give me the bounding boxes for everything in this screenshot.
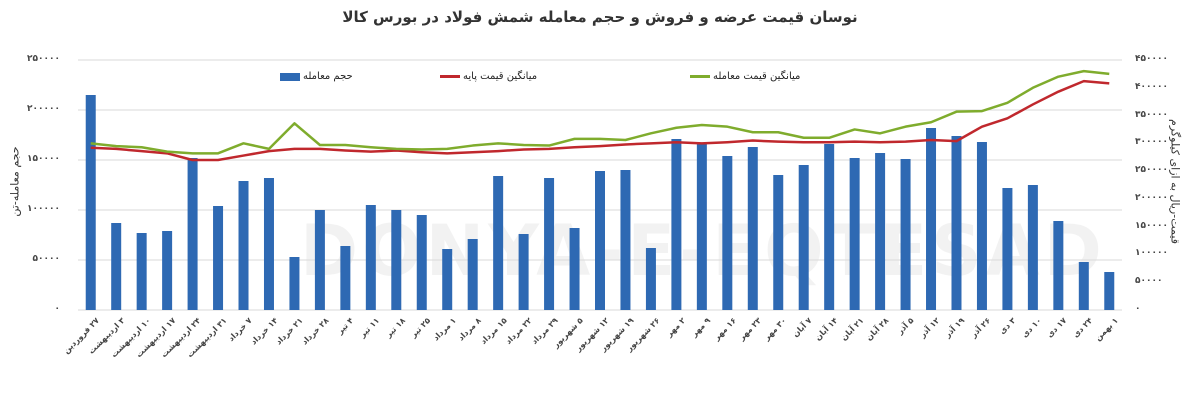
bar: [1027, 185, 1038, 310]
bar: [747, 147, 758, 310]
line-series: [90, 69, 1110, 155]
bar: [798, 165, 809, 310]
y-tick-left: ۰: [54, 304, 61, 314]
legend-bar-swatch: [280, 72, 300, 81]
bar: [569, 228, 580, 310]
chart-title: نوسان قیمت عرضه و فروش و حجم معامله شمش …: [342, 8, 858, 26]
y-tick-right: ۵۰۰۰۰: [1135, 276, 1163, 287]
bar: [111, 223, 122, 310]
bar: [1078, 262, 1089, 310]
legend-green-swatch: [690, 75, 710, 78]
bar: [951, 136, 962, 310]
line-series: [90, 79, 1110, 162]
bar: [391, 210, 402, 310]
bar: [289, 257, 300, 310]
bar: [213, 206, 224, 310]
bar: [620, 170, 631, 310]
bar: [1104, 272, 1115, 310]
bar: [875, 153, 886, 310]
y-tick-right: ۴۰۰۰۰۰: [1135, 81, 1168, 92]
legend-base-price: میانگین قیمت پایه: [440, 71, 537, 82]
bar: [849, 158, 860, 310]
bar: [263, 178, 274, 310]
y-tick-right: ۰: [1135, 304, 1141, 314]
bar: [340, 246, 351, 310]
bar: [722, 156, 733, 310]
bar: [238, 181, 249, 310]
legend-volume: حجم معامله: [280, 71, 353, 82]
y-tick-right: ۱۰۰۰۰۰: [1135, 248, 1168, 259]
bar: [187, 158, 198, 310]
bar: [85, 95, 96, 310]
y-tick-right: ۳۵۰۰۰۰: [1135, 109, 1168, 120]
legend-red-swatch: [440, 75, 460, 78]
bar: [696, 143, 707, 310]
bar: [442, 249, 453, 310]
bar: [773, 175, 784, 310]
y-tick-left: ۱۵۰۰۰۰: [27, 154, 60, 164]
bar: [671, 139, 682, 310]
bar: [595, 171, 605, 310]
y-tick-left: ۱۰۰۰۰۰: [27, 204, 60, 214]
bar: [926, 128, 937, 310]
bar: [900, 159, 911, 310]
bar: [162, 231, 173, 310]
legend-label: میانگین قیمت پایه: [463, 71, 538, 82]
legend-label: حجم معامله: [303, 71, 353, 82]
bar: [493, 176, 504, 310]
legend-label: میانگین قیمت معامله: [713, 71, 801, 82]
y-tick-right: ۲۰۰۰۰۰: [1135, 192, 1168, 203]
y-tick-right: ۱۵۰۰۰۰: [1135, 220, 1168, 231]
bar: [365, 205, 376, 310]
bar: [824, 144, 835, 310]
bar: [136, 233, 147, 310]
bar: [976, 142, 987, 310]
y-tick-right: ۳۰۰۰۰۰: [1135, 137, 1168, 148]
bar: [518, 234, 529, 310]
bar: [1002, 188, 1013, 310]
y-tick-right: ۴۵۰۰۰۰: [1135, 54, 1168, 64]
bar: [467, 239, 478, 310]
y-tick-left: ۲۵۰۰۰۰: [27, 54, 60, 64]
y-tick-left: ۵۰۰۰۰: [32, 254, 60, 264]
bar: [1053, 221, 1064, 310]
bar: [314, 210, 325, 310]
legend-trade-price: میانگین قیمت معامله: [690, 71, 800, 82]
bar: [416, 215, 427, 310]
bar: [645, 248, 656, 310]
y-tick-left: ۲۰۰۰۰۰: [27, 104, 60, 114]
bar: [544, 178, 555, 310]
y-tick-right: ۲۵۰۰۰۰: [1135, 165, 1168, 176]
